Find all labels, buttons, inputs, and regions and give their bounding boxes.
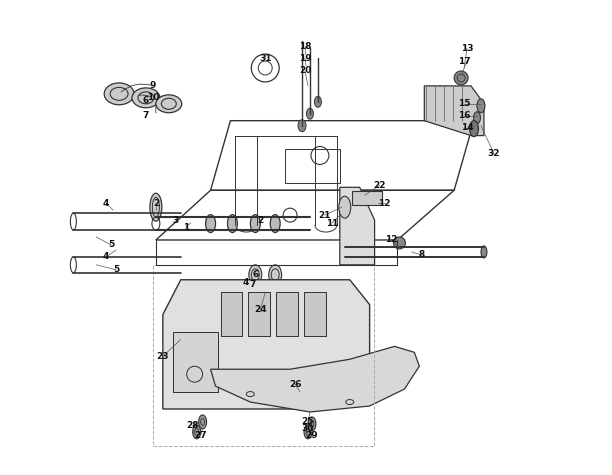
Ellipse shape [206,215,215,233]
Text: 2: 2 [257,216,263,225]
Ellipse shape [250,215,260,233]
Ellipse shape [477,99,485,113]
Polygon shape [424,86,484,135]
Text: 28: 28 [187,421,199,430]
Ellipse shape [481,246,487,258]
Text: 7: 7 [143,111,149,120]
Text: 23: 23 [157,352,169,361]
Text: 4: 4 [103,252,110,261]
Text: 32: 32 [488,149,500,158]
Text: 3: 3 [173,216,179,225]
Circle shape [454,71,468,85]
Ellipse shape [104,83,134,105]
Text: 10: 10 [147,93,159,102]
Text: 4: 4 [103,199,110,208]
Text: 1: 1 [182,223,189,231]
Text: 22: 22 [373,181,386,190]
Bar [304,292,326,336]
Text: 17: 17 [458,57,471,66]
Bar [276,292,298,336]
Text: 6: 6 [252,270,258,279]
Ellipse shape [307,108,313,119]
Text: 13: 13 [461,44,473,53]
Text: 4: 4 [242,278,248,287]
Text: 7: 7 [249,280,255,289]
Ellipse shape [308,417,316,431]
Text: 12: 12 [378,199,391,208]
Ellipse shape [150,193,162,221]
Bar [173,332,217,392]
Ellipse shape [298,120,306,132]
Ellipse shape [474,112,480,124]
Text: 25: 25 [302,418,314,427]
Ellipse shape [304,425,312,439]
Text: 12: 12 [385,236,398,245]
Text: 18: 18 [299,42,312,51]
Ellipse shape [156,95,182,113]
Bar [352,191,381,205]
Text: 27: 27 [194,431,207,440]
Text: 26: 26 [289,380,301,389]
Text: 5: 5 [113,266,119,274]
Text: 15: 15 [458,99,470,108]
Text: 5: 5 [108,240,114,249]
Ellipse shape [269,265,282,285]
Polygon shape [211,346,419,412]
Bar [248,292,271,336]
Text: 6: 6 [143,96,149,105]
Ellipse shape [271,215,280,233]
Ellipse shape [469,121,479,137]
Ellipse shape [199,415,207,429]
Bar [285,149,340,183]
Text: 19: 19 [299,54,312,63]
Bar [276,292,298,336]
Ellipse shape [315,96,321,107]
Bar [304,292,326,336]
Text: 30: 30 [302,424,314,433]
Ellipse shape [132,88,160,108]
Text: 16: 16 [458,111,470,120]
Text: 29: 29 [305,431,318,440]
Ellipse shape [193,425,201,439]
Text: 21: 21 [319,210,331,219]
Text: 20: 20 [299,66,311,76]
Polygon shape [340,187,375,265]
Text: 31: 31 [259,54,272,63]
Text: 14: 14 [461,123,473,132]
Ellipse shape [228,215,237,233]
Text: 24: 24 [254,305,267,314]
Bar [153,265,373,446]
Bar [248,292,271,336]
Polygon shape [163,280,370,409]
Bar [173,332,217,392]
Bar [220,292,242,336]
Text: 2: 2 [153,199,159,208]
Text: 9: 9 [150,81,156,90]
Ellipse shape [249,265,262,285]
Circle shape [394,237,405,249]
Text: 11: 11 [326,218,338,228]
Ellipse shape [339,196,351,218]
Text: 8: 8 [418,250,425,259]
Bar [220,292,242,336]
